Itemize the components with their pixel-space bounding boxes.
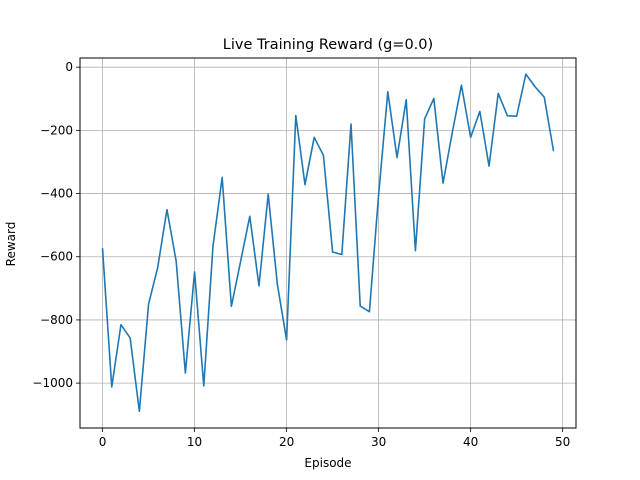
x-tick-label: 50	[555, 435, 570, 449]
x-tick-label: 0	[99, 435, 107, 449]
series-layer	[101, 73, 555, 413]
x-tick-label: 10	[187, 435, 202, 449]
y-tick-label: −400	[40, 187, 73, 201]
y-tick-label: −800	[40, 313, 73, 327]
x-tick-label: 30	[371, 435, 386, 449]
x-tick-label: 40	[463, 435, 478, 449]
y-tick-label: −1000	[32, 376, 73, 390]
reward-series-line	[101, 73, 555, 413]
y-axis: 0 −200 −400 −600 −800 −1000	[32, 60, 80, 390]
chart-title: Live Training Reward (g=0.0)	[223, 37, 433, 53]
y-tick-label: −600	[40, 250, 73, 264]
y-axis-title: Reward	[4, 222, 18, 267]
y-tick-label: 0	[65, 60, 73, 74]
plot-frame	[79, 57, 577, 429]
x-axis: 0 10 20 30 40 50	[99, 428, 570, 449]
grid-lines	[80, 58, 576, 428]
x-tick-label: 20	[279, 435, 294, 449]
x-axis-title: Episode	[304, 456, 351, 470]
y-tick-label: −200	[40, 123, 73, 137]
